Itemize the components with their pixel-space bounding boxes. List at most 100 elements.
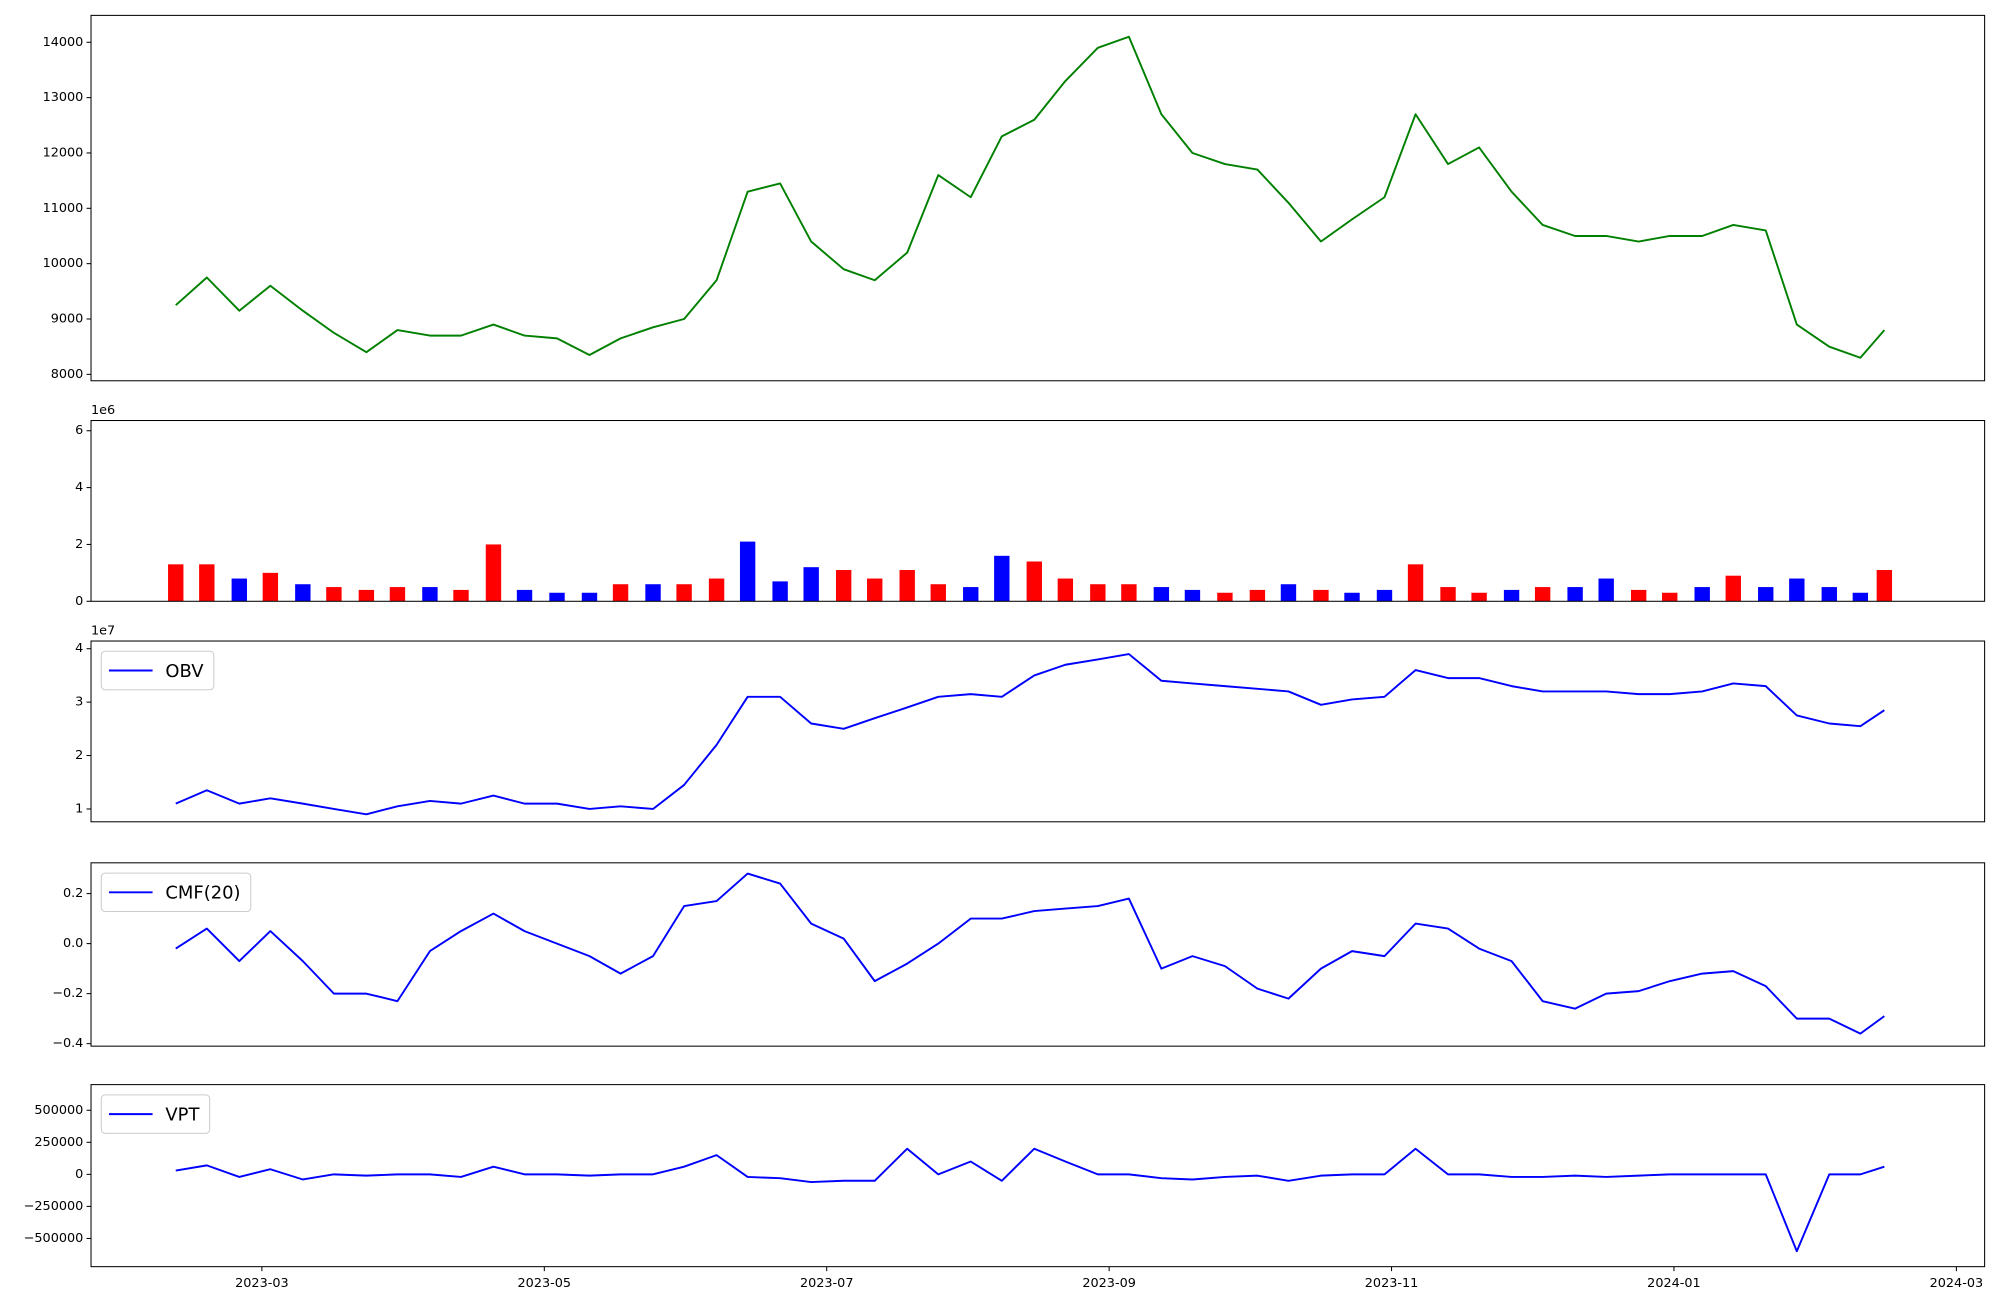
bar [1876,570,1893,602]
axes-frame [90,1084,1986,1268]
line-series [175,872,1885,1035]
bar [422,587,438,602]
bar [772,581,788,602]
bar [168,564,184,602]
y-tick-label: 250000 [34,1135,83,1150]
bar [1376,589,1393,602]
y-tick-label: 9000 [51,312,84,327]
bar [994,555,1010,602]
bar [1852,592,1869,602]
y-tick-label: 4 [75,480,83,495]
y-tick-label: 14000 [43,35,84,50]
bar [1725,575,1741,602]
bar [867,578,883,602]
bar [581,592,598,602]
bar [326,587,342,602]
y-tick-label: 11000 [43,201,84,216]
y-tick-label: 6 [75,423,83,438]
bar [1026,561,1042,602]
bar [1567,587,1583,602]
axes-frame [90,640,1986,823]
bar [1407,564,1424,602]
line-series [175,1147,1885,1253]
bar [963,587,979,602]
axes-frame [90,862,1986,1047]
x-tick-label: 2024-01 [1647,1276,1701,1291]
bar [645,584,661,602]
bar [1821,587,1837,602]
y-tick-label: 0.2 [63,886,83,901]
x-tick-label: 2023-09 [1082,1276,1136,1291]
y-tick-label: 10000 [43,256,84,271]
legend-box [100,650,215,691]
bar [1694,587,1710,602]
bar [231,578,247,602]
y-tick-label: −0.2 [52,986,83,1001]
y-tick-label: 500000 [34,1103,83,1118]
y-tick-label: 2 [75,537,83,552]
bar [1057,578,1074,602]
y-tick-label: 1 [75,801,83,816]
bar [708,578,725,602]
bar [453,589,469,602]
bar [1249,589,1266,602]
y-tick-label: 3 [75,695,83,710]
bar [1313,589,1329,602]
y-tick-label: −250000 [24,1199,84,1214]
y-tick-label: 0.0 [63,936,83,951]
y-tick-label: 2 [75,748,83,763]
offset-label: 1e6 [91,403,115,418]
bar [1440,587,1456,602]
axes-frame [90,14,1986,382]
bar [1598,578,1614,602]
y-tick-label: −0.4 [52,1036,83,1051]
line-series [175,35,1886,359]
bar [1153,587,1170,602]
bar [1758,587,1774,602]
bar [1121,584,1137,602]
bar [358,589,375,602]
bar [199,564,215,602]
bar [612,584,629,602]
bar [295,584,311,602]
bar [1217,592,1233,602]
bar [1344,592,1360,602]
bar [1090,584,1106,602]
axes-frame [90,420,1986,602]
x-tick-label: 2024-03 [1930,1276,1984,1291]
bar [389,587,406,602]
y-tick-label: 8000 [51,367,84,382]
bar [1534,587,1551,602]
bar [803,567,819,602]
bar [739,541,756,602]
bar [549,592,565,602]
bar [835,570,852,602]
bar [485,544,502,602]
legend-box [100,1094,211,1134]
bar [516,589,533,602]
x-tick-label: 2023-11 [1365,1276,1419,1291]
bar [930,584,946,602]
bar [1789,578,1805,602]
y-tick-label: −500000 [24,1231,84,1246]
x-tick-label: 2023-03 [235,1276,289,1291]
y-tick-label: 13000 [43,90,84,105]
bar [1630,589,1647,602]
bar [1503,589,1520,602]
bar [1471,592,1487,602]
legend-label: OBV [165,661,204,682]
x-tick-label: 2023-07 [800,1276,854,1291]
bar [262,572,279,602]
offset-label: 1e7 [91,623,115,638]
y-tick-label: 12000 [43,145,84,160]
bar [1662,592,1678,602]
bar [899,570,915,602]
bar [1184,589,1201,602]
line-series [175,653,1885,816]
y-tick-label: 0 [75,1167,83,1182]
legend-box [100,872,252,913]
bar [676,584,692,602]
legend-label: CMF(20) [165,883,240,904]
